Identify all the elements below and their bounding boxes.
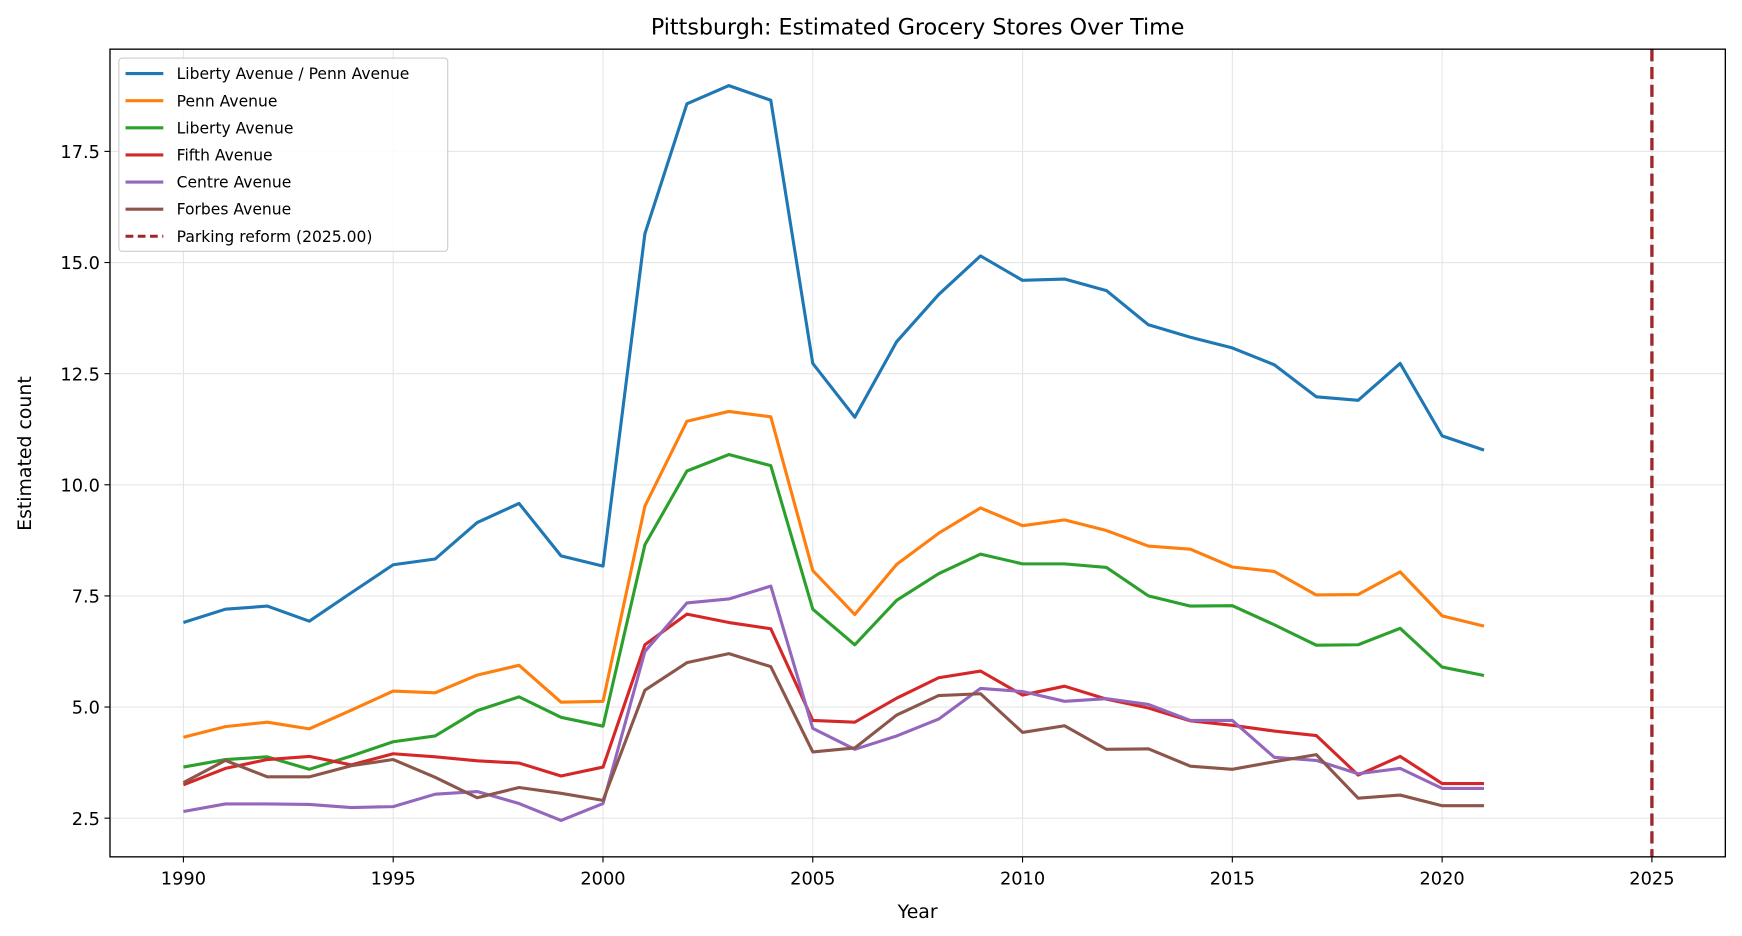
x-tick-label: 2025 — [1629, 870, 1674, 890]
series-line-fifth-avenue — [182, 612, 1485, 787]
legend: Liberty Avenue / Penn Avenue Penn Avenue L… — [118, 57, 449, 252]
x-tick-label: 1995 — [371, 870, 416, 890]
x-tick-label: 2020 — [1420, 870, 1465, 890]
grid — [109, 49, 1726, 857]
legend-box — [118, 57, 449, 252]
legend-label: Forbes Avenue — [177, 201, 292, 219]
legend-label: Penn Avenue — [177, 92, 278, 110]
legend-label: Liberty Avenue — [177, 119, 294, 137]
series-lines — [182, 49, 1654, 857]
y-tick-label: 15.0 — [60, 254, 100, 274]
series-line-liberty-avenue-penn-avenue — [182, 84, 1485, 625]
chart-title: Pittsburgh: Estimated Grocery Stores Ove… — [651, 15, 1185, 41]
y-axis-label: Estimated count — [14, 376, 36, 531]
y-tick-label: 10.0 — [60, 476, 100, 496]
legend-label: Centre Avenue — [177, 174, 292, 192]
ticks: 1990 1995 2000 2005 2010 2015 2020 2025 2.5 5.0 7.… — [60, 143, 1674, 890]
series-line-penn-avenue — [183, 409, 1485, 739]
series-line-forbes-avenue — [182, 652, 1485, 808]
x-tick-label: 2015 — [1210, 870, 1255, 890]
x-axis-label: Year — [897, 901, 938, 923]
legend-label: Liberty Avenue / Penn Avenue — [177, 65, 410, 83]
series-line-liberty-avenue — [183, 453, 1485, 771]
series-line-centre-avenue — [183, 584, 1485, 822]
legend-label: Fifth Avenue — [177, 146, 273, 164]
y-tick-label: 12.5 — [60, 365, 100, 385]
x-tick-label: 1990 — [161, 870, 206, 890]
x-tick-label: 2000 — [580, 870, 625, 890]
x-tick-label: 2010 — [1000, 870, 1045, 890]
axes-frame — [109, 48, 1727, 858]
y-tick-label: 5.0 — [72, 699, 100, 719]
x-tick-label: 2005 — [790, 870, 835, 890]
y-tick-label: 7.5 — [72, 588, 100, 608]
legend-label: Parking reform (2025.00) — [177, 228, 373, 246]
y-tick-label: 17.5 — [60, 143, 100, 163]
y-tick-label: 2.5 — [72, 810, 100, 830]
